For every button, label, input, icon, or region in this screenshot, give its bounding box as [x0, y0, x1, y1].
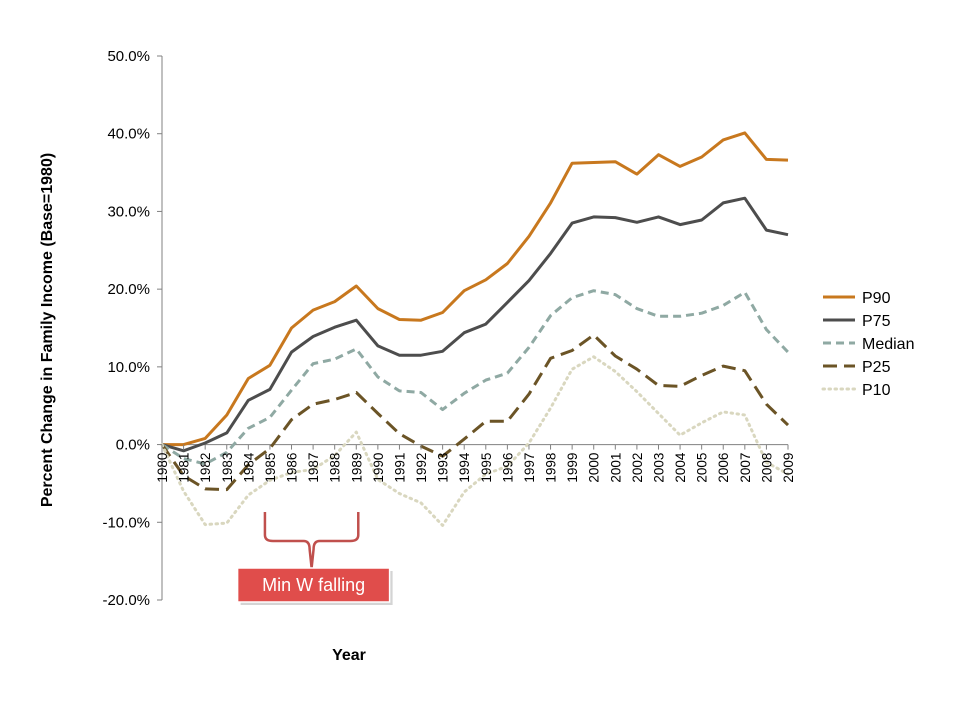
- annotation-label: Min W falling: [262, 575, 365, 595]
- x-tick-label: 2002: [630, 453, 645, 483]
- x-tick-label: 1982: [198, 453, 213, 483]
- series-line-median: [161, 289, 790, 466]
- y-tick-label: 10.0%: [107, 359, 150, 376]
- x-tick-label: 1992: [414, 453, 429, 483]
- x-tick-label: 1984: [241, 452, 256, 483]
- x-tick-label: 1986: [285, 453, 300, 483]
- series-line-p90: [162, 131, 789, 447]
- x-tick-label: 2006: [716, 453, 731, 483]
- x-tick-label: 2004: [673, 452, 688, 483]
- x-tick-label: 1995: [479, 453, 494, 483]
- x-tick-label: 1991: [392, 453, 407, 483]
- y-tick-label: -10.0%: [102, 514, 150, 531]
- x-tick-label: 1993: [436, 453, 451, 483]
- series-line-p25: [160, 333, 790, 492]
- y-tick-label: 40.0%: [107, 126, 150, 143]
- x-tick-label: 2003: [652, 453, 667, 483]
- x-tick-label: 2007: [738, 453, 753, 483]
- x-tick-label: 2008: [759, 453, 774, 483]
- y-tick-label: 30.0%: [107, 203, 150, 220]
- x-tick-label: 1998: [544, 453, 559, 483]
- x-tick-label: 1988: [328, 453, 343, 483]
- x-tick-label: 1996: [500, 453, 515, 483]
- x-tick-label: 1983: [220, 453, 235, 483]
- x-tick-label: 1999: [565, 453, 580, 483]
- x-tick-label: 1985: [263, 453, 278, 483]
- y-tick-label: 0.0%: [116, 437, 150, 454]
- annotation-bracket: [263, 512, 360, 569]
- x-tick-label: 2009: [781, 453, 796, 483]
- x-tick-label: 1994: [457, 452, 472, 483]
- series-line-p75: [161, 196, 789, 453]
- y-tick-label: 50.0%: [107, 48, 150, 65]
- x-tick-label: 2001: [608, 453, 623, 483]
- x-tick-label: 1989: [349, 453, 364, 483]
- legend-label-median: Median: [862, 336, 914, 353]
- x-tick-label: 1997: [522, 453, 537, 483]
- x-tick-label: 1987: [306, 453, 321, 483]
- legend-label-p90: P90: [862, 290, 891, 307]
- y-tick-label: -20.0%: [102, 592, 150, 609]
- legend-label-p75: P75: [862, 313, 891, 330]
- x-tick-label: 1990: [371, 453, 386, 483]
- legend-label-p10: P10: [862, 382, 891, 399]
- series-line-p10: [160, 355, 790, 527]
- x-tick-label: 1981: [177, 453, 192, 483]
- y-tick-label: 20.0%: [107, 281, 150, 298]
- x-tick-label: 2005: [695, 453, 710, 483]
- x-tick-label: 2000: [587, 453, 602, 483]
- annotation-box: [236, 567, 391, 603]
- y-axis-label: Percent Change in Family Income (Base=19…: [39, 153, 56, 507]
- legend-label-p25: P25: [862, 359, 891, 376]
- x-tick-label: 1980: [155, 453, 170, 483]
- x-axis-label: Year: [332, 647, 366, 664]
